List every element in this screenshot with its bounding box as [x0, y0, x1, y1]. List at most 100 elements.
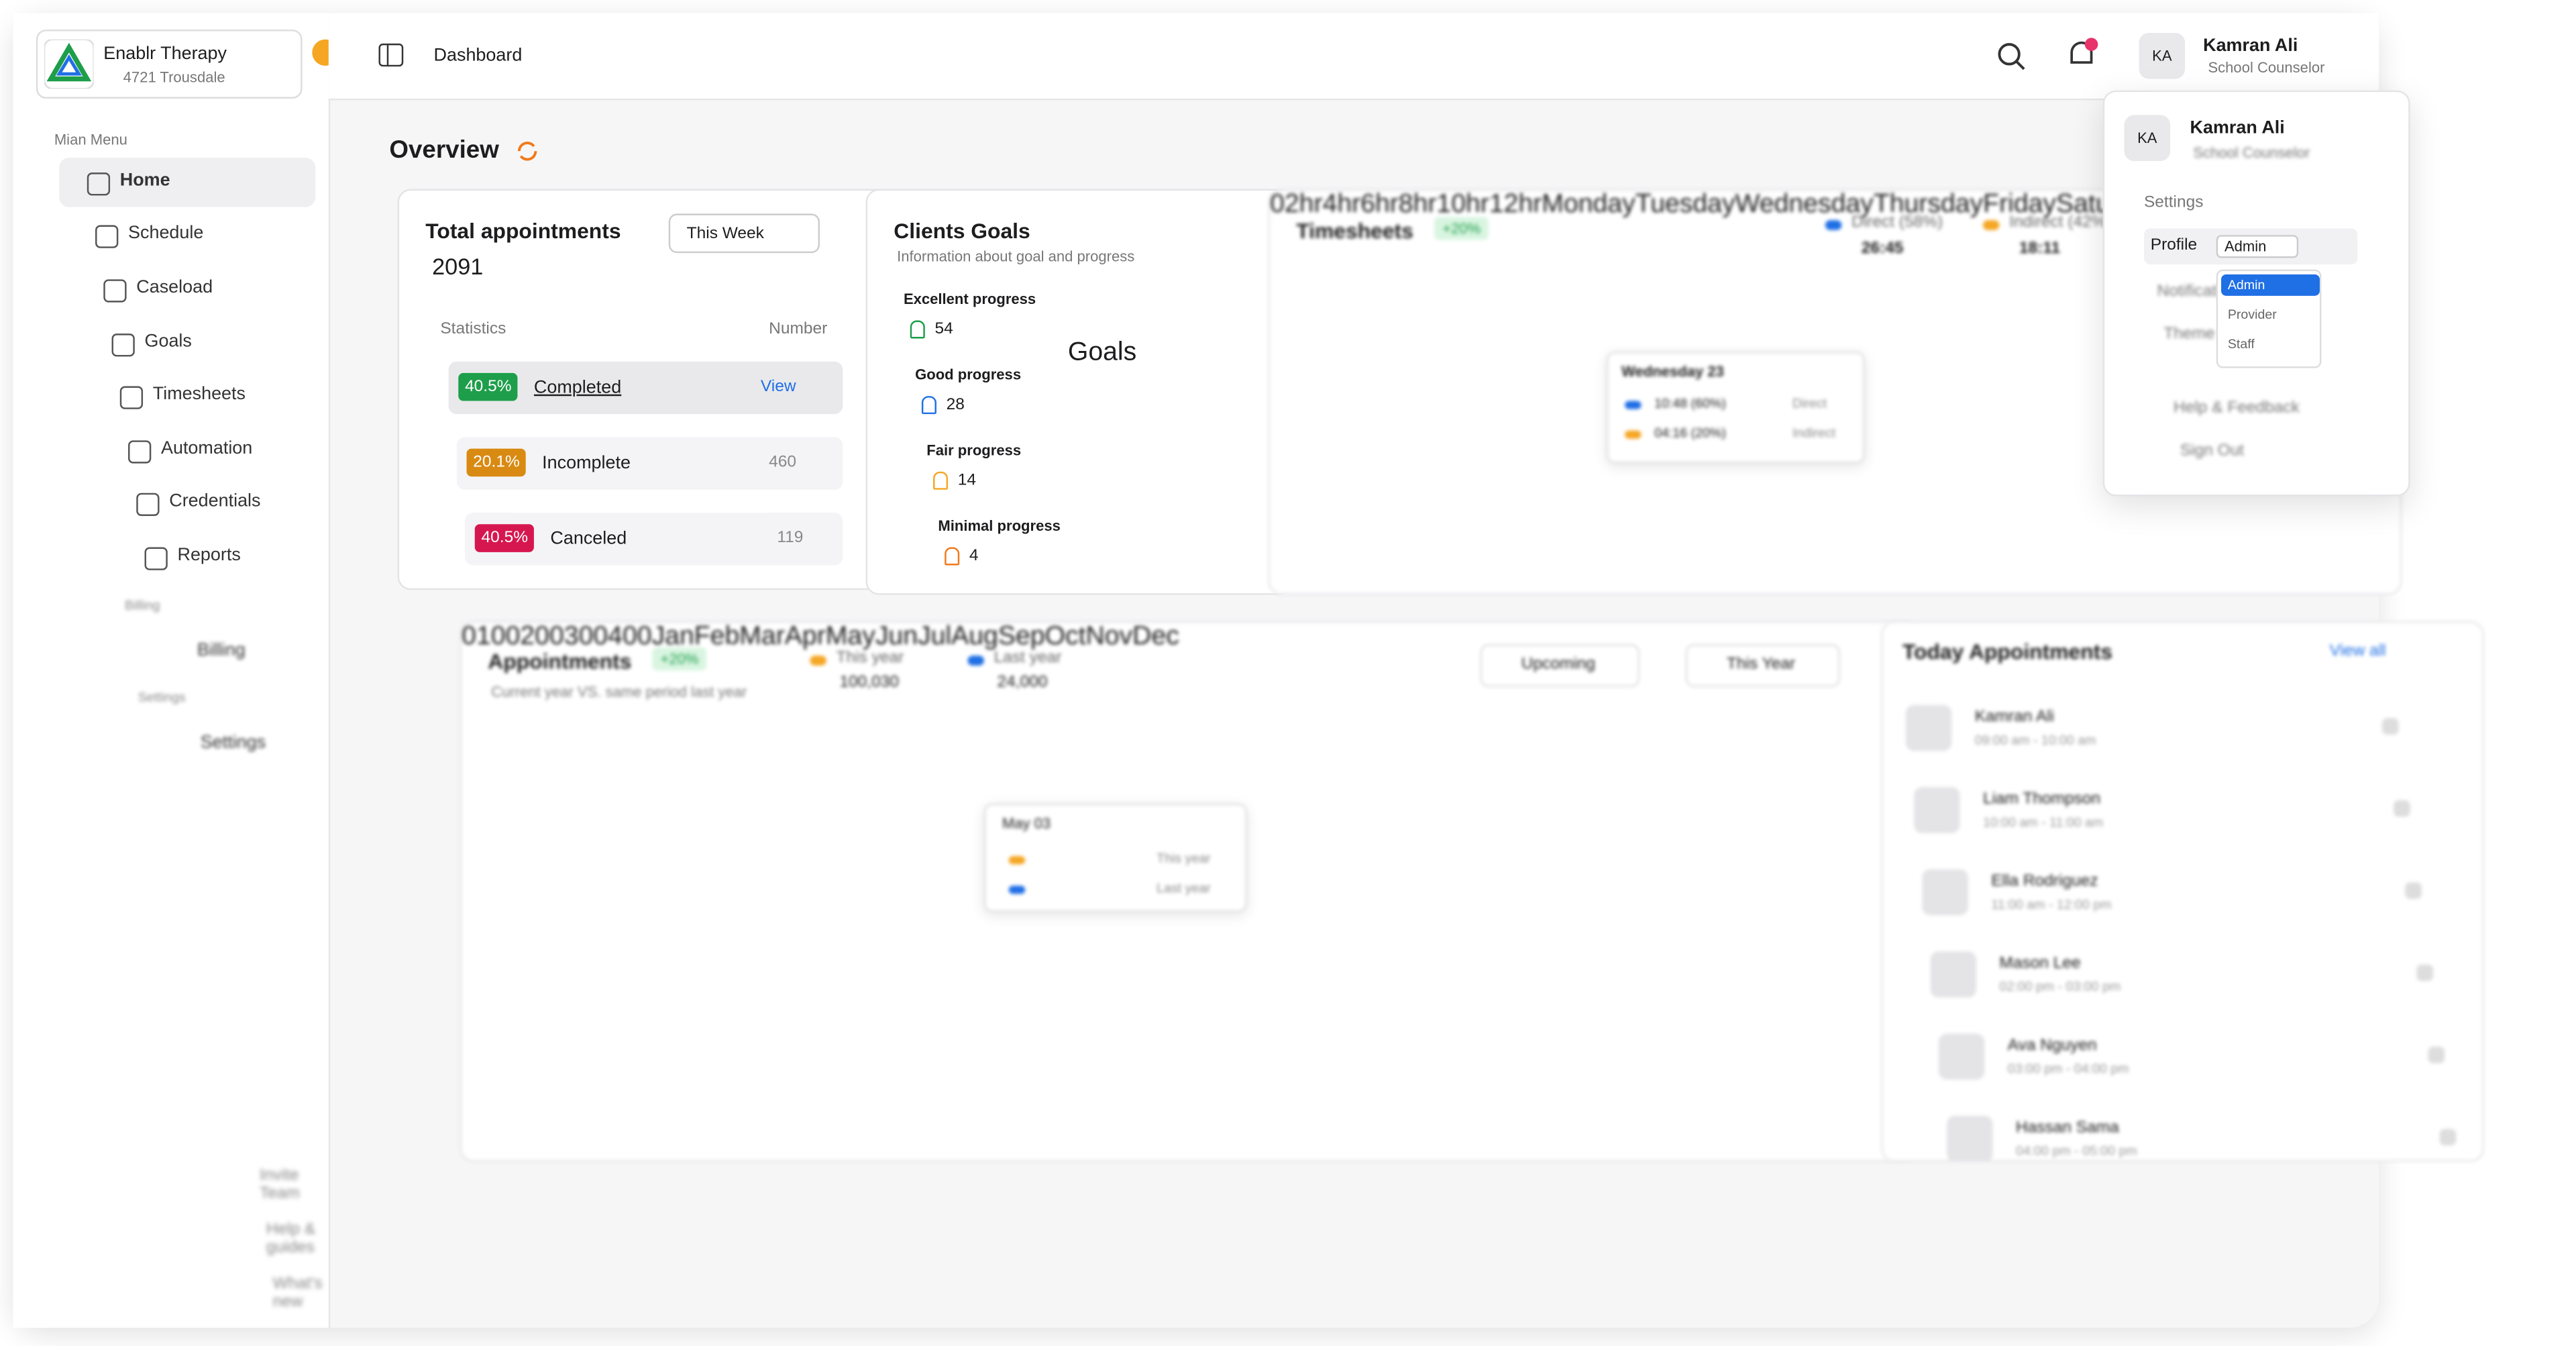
chart: 0100200300400JanFebMarAprMayJunJulAugSep… — [462, 623, 1179, 652]
x-tick-label: Jun — [875, 623, 918, 651]
nav-icon — [95, 225, 119, 248]
appointment-name: Ella Rodriguez — [1991, 872, 2098, 891]
appointment-time: 11:00 am - 12:00 pm — [1991, 897, 2112, 913]
card-subtitle: Information about goal and progress — [897, 248, 1135, 265]
x-tick-label: Apr — [784, 623, 826, 651]
nav-item[interactable]: Settings — [200, 733, 266, 753]
x-tick-label: Wednesday — [1735, 191, 1874, 219]
tooltip: May 03 This year Last year — [983, 803, 1247, 913]
goal-value: 14 — [957, 471, 977, 490]
avatar — [1922, 869, 1968, 916]
x-tick-label: Jul — [917, 623, 952, 651]
nav-section: Billing — [125, 598, 160, 613]
legend-label: Last year — [994, 649, 1062, 668]
appointment-name: Ava Nguyen — [2007, 1037, 2097, 1055]
x-tick-label: Oct — [1044, 623, 1086, 651]
more-button[interactable] — [2405, 882, 2422, 899]
filter-select[interactable]: This Year — [1685, 644, 1840, 687]
nav-item[interactable]: Goals — [144, 331, 192, 352]
sidebar-toggle[interactable] — [378, 43, 404, 69]
role-option[interactable]: Admin — [2221, 274, 2320, 296]
user-name: Kamran Ali — [2190, 118, 2285, 138]
y-tick-label: 400 — [608, 623, 652, 651]
nav-item[interactable]: Home — [119, 170, 170, 191]
legend-total: 26:45 — [1861, 240, 1904, 258]
org-address: 4721 Trousdale — [123, 68, 225, 86]
more-button[interactable] — [2416, 964, 2433, 982]
footer-link[interactable]: Help & guides — [266, 1221, 316, 1257]
nav-icon — [119, 386, 144, 409]
tooltip-value: 04:16 (20%) — [1654, 425, 1726, 441]
y-tick-label: 6hr — [1360, 191, 1399, 219]
more-button[interactable] — [2394, 800, 2410, 817]
y-tick-label: 0 — [1270, 191, 1285, 219]
chart: Goals — [1068, 338, 1136, 368]
legend-total: 100,030 — [839, 674, 899, 692]
x-tick-label: Feb — [694, 623, 740, 651]
appointment-time: 04:00 pm - 05:00 pm — [2015, 1143, 2137, 1159]
x-tick-label: Sep — [998, 623, 1045, 651]
legend-total: 18:11 — [2019, 240, 2061, 258]
appointment-time: 09:00 am - 10:00 am — [1974, 733, 2096, 748]
more-button[interactable] — [2382, 718, 2399, 735]
nav-item[interactable]: Billing — [197, 641, 246, 661]
tooltip-label: This year — [1157, 851, 1211, 866]
avatar[interactable]: KA — [2139, 32, 2186, 79]
footer-link[interactable]: Invite Team — [259, 1166, 300, 1203]
stat-label: Completed — [533, 378, 622, 398]
percent-badge: 40.5% — [474, 524, 535, 552]
view-all-link[interactable]: View all — [2329, 642, 2386, 661]
role-option[interactable]: Staff — [2227, 337, 2255, 352]
legend-label: Indirect (42%) — [2009, 213, 2112, 232]
page-title: Overview — [389, 136, 499, 164]
org-switcher[interactable]: Enablr Therapy 4721 Trousdale — [36, 30, 303, 99]
x-tick-label: Tuesday — [1635, 191, 1735, 219]
nav-item[interactable]: Schedule — [128, 223, 204, 244]
filter-select[interactable]: Upcoming — [1480, 644, 1640, 687]
search-icon[interactable] — [1996, 41, 2026, 70]
active-item — [59, 158, 316, 207]
nav-item[interactable]: Caseload — [136, 277, 213, 298]
y-tick-label: 8hr — [1398, 191, 1437, 219]
badge: +20% — [1434, 217, 1489, 240]
y-tick-label: 200 — [520, 623, 564, 651]
menu-item[interactable]: Sign Out — [2180, 442, 2245, 460]
card-title: Total appointments — [425, 218, 621, 244]
notification-icon[interactable] — [2063, 36, 2100, 72]
today-card: Today Appointments View all Kamran Ali 09… — [1881, 621, 2484, 1162]
y-tick-label: 2hr — [1284, 191, 1323, 219]
nav-icon — [128, 440, 152, 464]
nav-icon — [144, 547, 168, 570]
column-header: Number — [769, 320, 828, 339]
legend-label: Direct (58%) — [1851, 213, 1943, 232]
nav-icon — [103, 279, 127, 303]
card-title: Clients Goals — [894, 218, 1030, 244]
menu-item[interactable]: Theme — [2163, 325, 2215, 344]
nav-section: Settings — [138, 690, 186, 705]
tooltip-swatch — [1008, 856, 1026, 865]
breadcrumb: Dashboard — [433, 46, 523, 66]
role-option[interactable]: Provider — [2227, 307, 2277, 323]
user-menu: KA Kamran Ali School Counselor Settings … — [2102, 90, 2410, 497]
appointment-time: 03:00 pm - 04:00 pm — [2007, 1062, 2129, 1077]
legend-swatch — [1982, 220, 2000, 230]
nav-item[interactable]: Automation — [161, 438, 253, 459]
more-button[interactable] — [2428, 1047, 2445, 1064]
tooltip-swatch — [1625, 401, 1642, 409]
appointment-name: Hassan Sama — [2015, 1119, 2119, 1137]
x-tick-label: Monday — [1542, 191, 1635, 219]
refresh-icon[interactable] — [515, 138, 541, 164]
goal-icon — [910, 320, 925, 339]
footer-link[interactable]: What's new — [272, 1275, 323, 1312]
nav-item[interactable]: Credentials — [169, 491, 261, 511]
nav-item[interactable]: Reports — [177, 546, 241, 566]
nav-item[interactable]: Timesheets — [152, 384, 246, 405]
role-select[interactable]: Admin — [2216, 235, 2298, 258]
y-tick-label: 100 — [476, 623, 521, 651]
more-button[interactable] — [2439, 1129, 2457, 1145]
period-select[interactable]: This Week — [668, 213, 820, 254]
view-link[interactable]: View — [760, 378, 796, 397]
appointment-time: 02:00 pm - 03:00 pm — [1999, 979, 2121, 994]
menu-item[interactable]: Help & Feedback — [2174, 399, 2300, 418]
donut-center: Goals — [1067, 338, 1137, 367]
